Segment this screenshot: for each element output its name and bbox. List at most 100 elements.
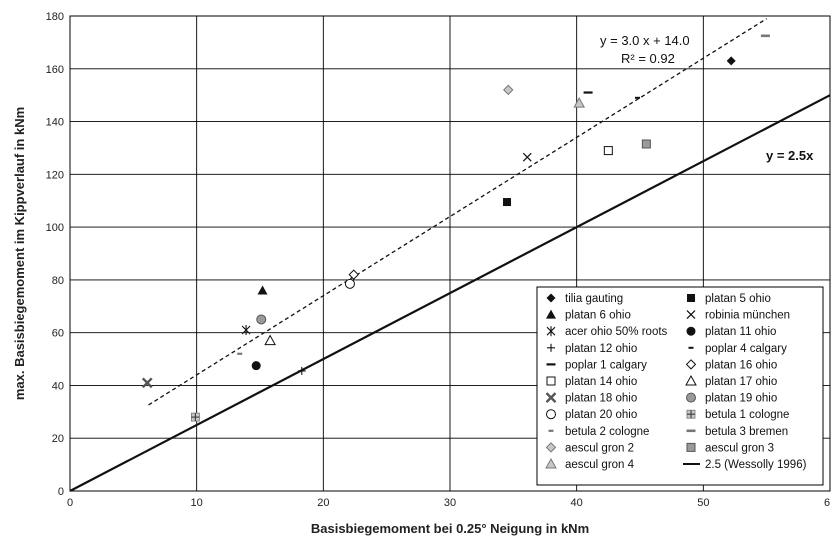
legend-label: robinia münchen (705, 310, 790, 322)
data-point (256, 314, 267, 325)
legend-label: platan 11 ohio (705, 326, 776, 338)
y-tick-label: 100 (46, 222, 64, 234)
legend-item: robinia münchen (686, 310, 790, 322)
data-point (641, 139, 651, 149)
legend-item: betula 1 cologne (686, 409, 789, 421)
legend-marker (686, 326, 696, 336)
fit-equation: y = 3.0 x + 14.0 (600, 33, 690, 48)
reference-line (69, 94, 831, 492)
legend-label: platan 19 ohio (705, 393, 777, 405)
y-tick-label: 180 (46, 11, 64, 23)
legend-label: betula 1 cologne (705, 409, 789, 421)
legend-item: 2.5 (Wessolly 1996) (683, 459, 807, 471)
legend-label: 2.5 (Wessolly 1996) (705, 459, 807, 471)
legend-label: acer ohio 50% roots (565, 326, 668, 338)
legend-box (536, 286, 824, 486)
legend-label: platan 18 ohio (565, 393, 637, 405)
legend-item: poplar 1 calgary (546, 359, 647, 371)
legend-marker (686, 392, 696, 403)
legend-item: poplar 4 calgary (688, 343, 787, 355)
legend-item: aescul gron 2 (545, 442, 634, 454)
legend-marker (546, 326, 556, 337)
legend-label: tilia gauting (565, 293, 623, 305)
legend-marker (685, 374, 697, 386)
data-point (503, 84, 514, 96)
legend-marker (545, 457, 557, 469)
y-tick-label: 0 (58, 486, 64, 498)
data-point (257, 285, 268, 295)
legend-item: aescul gron 3 (686, 442, 774, 454)
legend-label: platan 6 ohio (565, 310, 631, 322)
legend-marker (545, 442, 557, 453)
legend: tilia gauting platan 5 ohio platan 6 ohio r… (536, 286, 824, 486)
legend-label: platan 12 ohio (565, 343, 637, 355)
legend-label: platan 20 ohio (565, 409, 637, 421)
fit-lines (69, 18, 831, 492)
data-point (522, 152, 532, 162)
legend-item: betula 3 bremen (686, 426, 788, 438)
legend-marker (546, 309, 556, 319)
legend-label: platan 16 ohio (705, 359, 777, 371)
data-point (264, 334, 276, 346)
tick-labels: 0 20 40 60 80 100 120 140 160 180 0 10 20 30 40 50 6 (46, 11, 830, 509)
y-tick-label: 160 (46, 64, 64, 76)
legend-label: poplar 1 calgary (565, 359, 647, 371)
legend-item: platan 17 ohio (685, 374, 777, 388)
legend-item: platan 18 ohio (545, 392, 637, 405)
data-point (503, 198, 511, 207)
data-point (348, 269, 359, 280)
fit-r-squared: R² = 0.92 (621, 51, 675, 66)
y-tick-label: 40 (52, 380, 64, 392)
legend-item: aescul gron 4 (545, 457, 635, 471)
y-axis-title: max. Basisbiegemoment im Kippverlauf in … (12, 107, 27, 400)
legend-label: poplar 4 calgary (705, 343, 787, 355)
legend-item: platan 16 ohio (685, 359, 777, 371)
data-point (190, 412, 200, 422)
legend-item: tilia gauting (546, 293, 623, 305)
legend-item: platan 14 ohio (546, 376, 637, 388)
x-tick-label: 20 (317, 497, 329, 509)
legend-marker (687, 294, 695, 302)
data-point (251, 361, 261, 371)
x-tick-label: 0 (67, 497, 73, 509)
legend-item: platan 20 ohio (546, 409, 637, 421)
legend-item: platan 11 ohio (686, 326, 776, 338)
x-tick-label: 30 (444, 497, 456, 509)
data-point (573, 97, 586, 108)
legend-label: aescul gron 3 (705, 442, 774, 454)
legend-label: betula 2 cologne (565, 426, 649, 438)
data-point (297, 366, 306, 375)
legend-label: platan 5 ohio (705, 293, 771, 305)
x-axis-title: Basisbiegemoment bei 0.25° Neigung in kN… (311, 521, 589, 536)
y-tick-label: 120 (46, 169, 64, 181)
data-point (344, 278, 355, 289)
legend-marker (685, 359, 697, 370)
x-tick-label: 10 (191, 497, 203, 509)
legend-label: platan 14 ohio (565, 376, 637, 388)
legend-item: platan 12 ohio (547, 343, 637, 355)
legend-item: platan 19 ohio (686, 392, 777, 405)
x-tick-label: 50 (697, 497, 709, 509)
y-tick-label: 80 (52, 275, 64, 287)
legend-marker (546, 293, 556, 303)
trendline (148, 18, 768, 406)
legend-label: aescul gron 2 (565, 442, 634, 454)
legend-item: betula 2 cologne (548, 426, 649, 438)
legend-item: platan 5 ohio (687, 293, 771, 305)
legend-marker (547, 343, 555, 352)
y-tick-label: 60 (52, 328, 64, 340)
data-point (603, 146, 613, 156)
legend-marker (686, 310, 696, 320)
reference-line-label: y = 2.5x (766, 148, 814, 163)
legend-marker (546, 409, 556, 420)
grid (69, 15, 831, 492)
legend-item: platan 6 ohio (546, 309, 631, 322)
legend-label: betula 3 bremen (705, 426, 788, 438)
x-tick-label: 40 (571, 497, 583, 509)
legend-marker (686, 442, 696, 452)
legend-item: acer ohio 50% roots (546, 326, 668, 338)
y-tick-label: 140 (46, 117, 64, 129)
legend-marker (545, 392, 557, 403)
data-point (726, 56, 736, 66)
